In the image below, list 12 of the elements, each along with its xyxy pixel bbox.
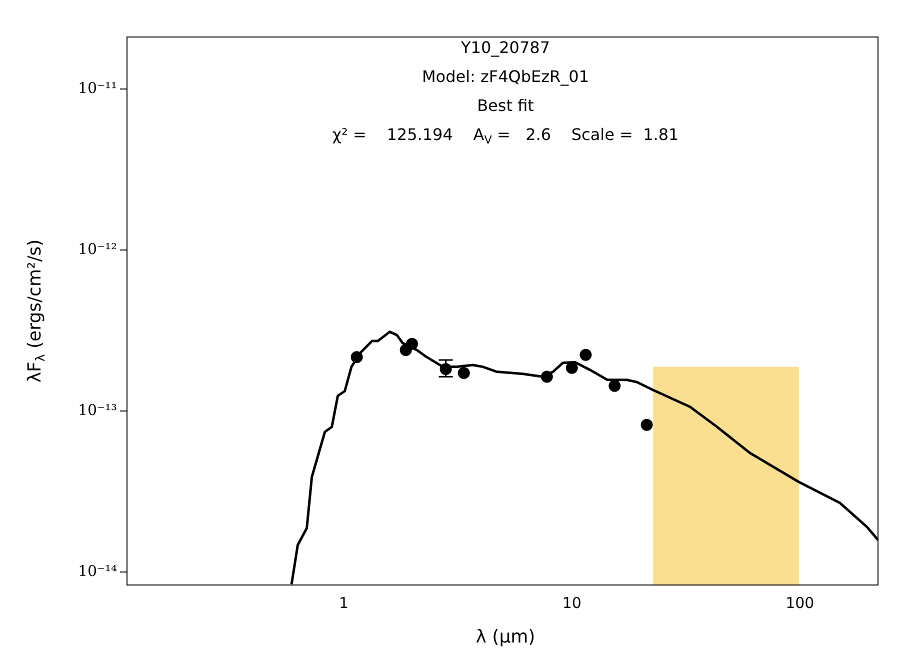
y-tick-label: 10⁻¹¹ [78,78,117,97]
y-tick-label: 10⁻¹³ [78,400,117,419]
text: Model: zF4QbEzR_01 [422,67,590,86]
chart-title: Y10_20787 [460,38,550,58]
x-tick-label: 100 [786,594,814,612]
y-tick-label: 10⁻¹⁴ [78,562,117,580]
x-tick-label: 1 [339,594,349,612]
annotation: Best fit [477,96,534,116]
x-tick-label: 10 [562,594,582,612]
y-axis-title: λFλ (ergs/cm²/s) [24,239,48,383]
x-axis-title: λ (μm) [476,626,536,648]
y-tick-label: 10⁻¹² [78,240,117,258]
